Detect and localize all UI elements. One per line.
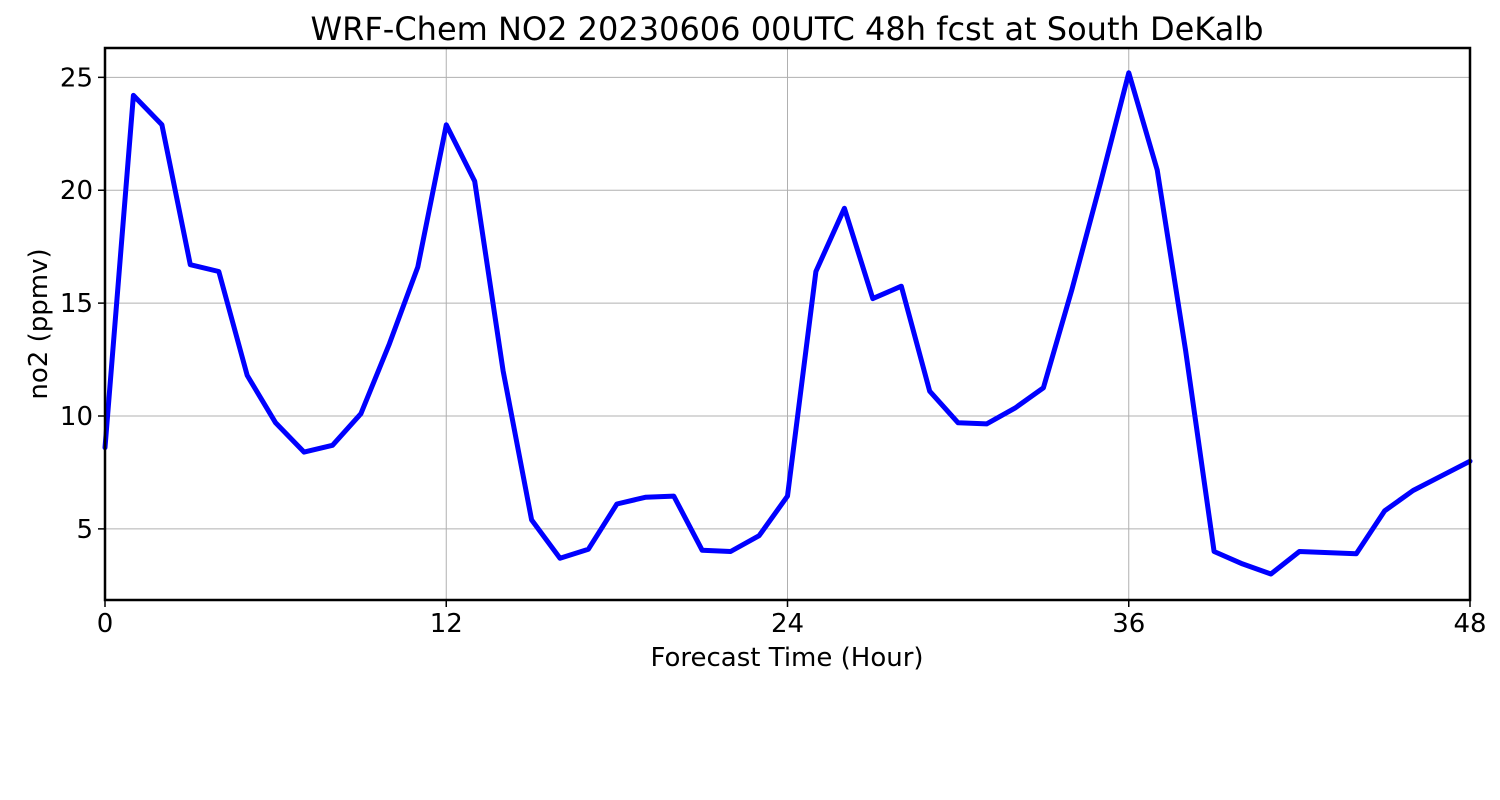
y-tick-label: 15 bbox=[60, 289, 93, 319]
x-tick-label: 36 bbox=[1112, 609, 1145, 639]
no2-series-line bbox=[102, 70, 1473, 577]
chart-title: WRF-Chem NO2 20230606 00UTC 48h fcst at … bbox=[311, 10, 1264, 48]
y-tick-label: 20 bbox=[60, 176, 93, 206]
series-layer bbox=[102, 70, 1473, 577]
plot-frame bbox=[103, 46, 1472, 602]
x-tick-label: 24 bbox=[771, 609, 804, 639]
y-tick-label: 25 bbox=[60, 63, 93, 93]
y-axis-label: no2 (ppmv) bbox=[24, 248, 54, 399]
x-axis-label: Forecast Time (Hour) bbox=[650, 643, 923, 673]
x-tick-label: 0 bbox=[97, 609, 114, 639]
y-tick-label: 5 bbox=[76, 515, 93, 545]
x-tick-label: 48 bbox=[1453, 609, 1486, 639]
grid-lines bbox=[104, 48, 1471, 600]
x-tick-label: 12 bbox=[430, 609, 463, 639]
y-tick-label: 10 bbox=[60, 402, 93, 432]
axis-ticks: 0 12 24 36 48 5 10 15 20 25 bbox=[60, 63, 1487, 639]
